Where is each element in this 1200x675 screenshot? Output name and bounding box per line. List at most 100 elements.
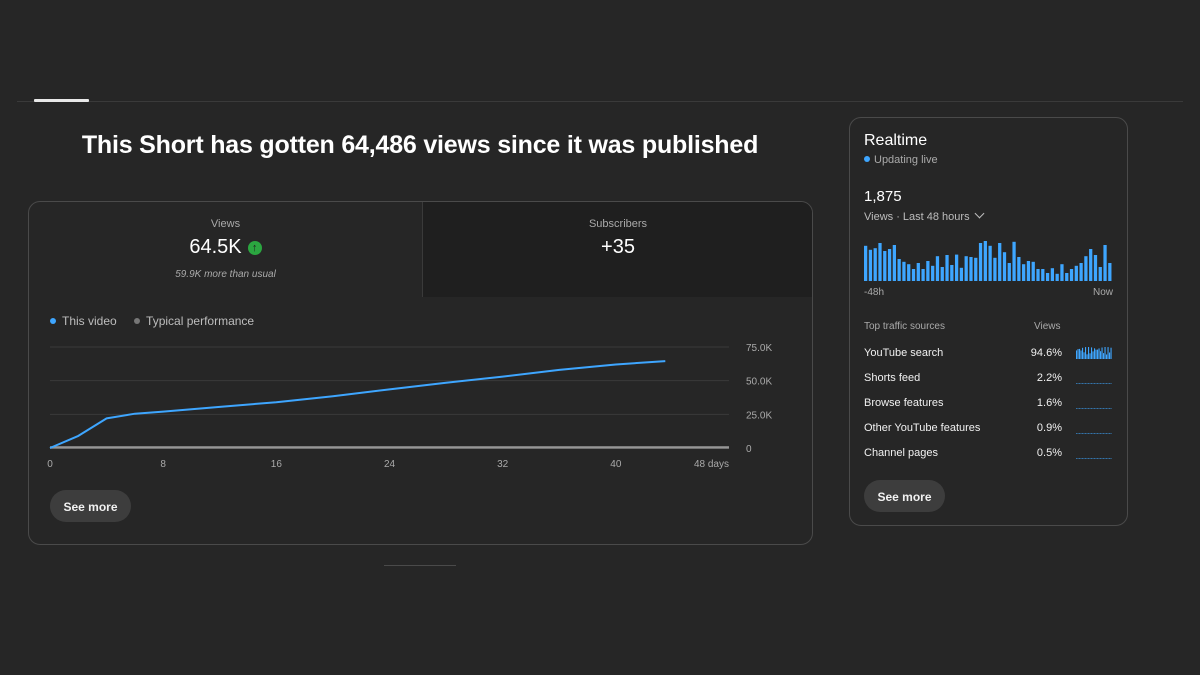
sparkline-bar bbox=[1089, 458, 1091, 459]
realtime-bar bbox=[988, 245, 992, 281]
realtime-bar bbox=[935, 256, 940, 281]
traffic-source-percent: 2.2% bbox=[1036, 372, 1062, 384]
realtime-bar bbox=[902, 261, 906, 281]
realtime-bar bbox=[998, 243, 1002, 281]
sparkline-bar bbox=[1100, 383, 1102, 384]
overview-card: Views 64.5K ↑ 59.9K more than usual Subsc… bbox=[28, 201, 813, 545]
sparkline-bar bbox=[1091, 433, 1093, 434]
traffic-source-name: YouTube search bbox=[864, 347, 944, 359]
sparkline-bar bbox=[1095, 383, 1097, 384]
sparkline-bar bbox=[1085, 347, 1087, 359]
sparkline-bar bbox=[1095, 433, 1097, 434]
realtime-title: Realtime bbox=[864, 132, 928, 149]
traffic-source-row: Browse features 1.6% bbox=[864, 395, 1114, 413]
sparkline-bar bbox=[1083, 458, 1085, 459]
sparkline-bar bbox=[1088, 458, 1090, 459]
traffic-sparkline bbox=[1076, 383, 1112, 384]
traffic-source-row: Other YouTube features 0.9% bbox=[864, 420, 1114, 438]
sparkline-bar bbox=[1083, 408, 1085, 409]
realtime-see-more-button[interactable]: See more bbox=[864, 480, 945, 512]
views-line-chart: 0 25.0K 50.0K 75.0K 0 8 16 24 32 40 48 days bbox=[47, 343, 772, 470]
sparkline-bar bbox=[1098, 433, 1100, 434]
realtime-bar bbox=[892, 245, 896, 281]
realtime-bar bbox=[1079, 263, 1083, 281]
subscribers-label: Subscribers bbox=[588, 218, 648, 230]
realtime-axis-end: Now bbox=[1092, 287, 1113, 298]
sparkline-bar bbox=[1089, 353, 1091, 359]
realtime-bar bbox=[887, 249, 892, 281]
sparkline-bar bbox=[1092, 351, 1094, 359]
realtime-bar bbox=[897, 259, 901, 281]
realtime-bar bbox=[868, 249, 873, 281]
see-more-button[interactable]: See more bbox=[50, 490, 131, 522]
sparkline-bar bbox=[1085, 408, 1087, 409]
x-tick-label: 40 bbox=[610, 459, 622, 470]
sparkline-bar bbox=[1079, 433, 1081, 434]
sparkline-bar bbox=[1103, 433, 1105, 434]
realtime-bar bbox=[1055, 273, 1059, 281]
traffic-sparkline bbox=[1076, 458, 1112, 459]
sparkline-bar bbox=[1082, 458, 1084, 459]
x-tick-label: 8 bbox=[160, 459, 166, 470]
sparkline-bar bbox=[1094, 348, 1096, 359]
sparkline-bar bbox=[1089, 383, 1091, 384]
realtime-bar bbox=[993, 257, 997, 281]
sparkline-bar bbox=[1110, 383, 1112, 384]
sparkline-bar bbox=[1098, 458, 1100, 459]
realtime-bar bbox=[945, 255, 949, 281]
tab-divider bbox=[17, 101, 1183, 102]
sparkline-bar bbox=[1095, 408, 1097, 409]
traffic-views-header: Views bbox=[1034, 321, 1061, 332]
sparkline-bar bbox=[1104, 433, 1106, 434]
views-metric-tab[interactable]: Views 64.5K ↑ 59.9K more than usual bbox=[29, 202, 422, 297]
period-dropdown[interactable]: Views · Last 48 hours bbox=[864, 208, 985, 223]
traffic-sources-header: Top traffic sources bbox=[864, 321, 945, 332]
realtime-bar bbox=[1093, 255, 1098, 281]
realtime-bar bbox=[1002, 252, 1007, 281]
legend-dot-icon bbox=[50, 318, 56, 324]
sparkline-bar bbox=[1101, 433, 1103, 434]
sparkline-bar bbox=[1097, 458, 1099, 459]
sparkline-bar bbox=[1085, 458, 1087, 459]
sparkline-bar bbox=[1100, 433, 1102, 434]
realtime-bar bbox=[907, 264, 911, 281]
realtime-bar bbox=[1089, 249, 1093, 281]
sparkline-bar bbox=[1082, 383, 1084, 384]
sparkline-bar bbox=[1076, 350, 1078, 359]
sparkline-bar bbox=[1076, 433, 1078, 434]
traffic-sparkline bbox=[1076, 408, 1112, 409]
sparkline-bar bbox=[1086, 383, 1088, 384]
sparkline-bar bbox=[1098, 348, 1100, 359]
sparkline-bar bbox=[1094, 408, 1096, 409]
realtime-bar bbox=[1060, 264, 1064, 281]
sparkline-bar bbox=[1092, 383, 1094, 384]
sparkline-bar bbox=[1109, 458, 1111, 459]
sparkline-bar bbox=[1094, 433, 1096, 434]
sparkline-bar bbox=[1092, 433, 1094, 434]
sparkline-bar bbox=[1077, 408, 1079, 409]
realtime-bar bbox=[1108, 263, 1112, 281]
sparkline-bar bbox=[1080, 350, 1082, 359]
sparkline-bar bbox=[1107, 347, 1109, 359]
page-headline: This Short has gotten 64,486 views since… bbox=[81, 131, 759, 159]
period-label: Views · Last 48 hours bbox=[864, 211, 970, 223]
sparkline-bar bbox=[1098, 383, 1100, 384]
subscribers-metric-tab[interactable]: Subscribers +35 bbox=[422, 202, 812, 297]
sparkline-bar bbox=[1101, 458, 1103, 459]
sparkline-bar bbox=[1107, 458, 1109, 459]
sparkline-bar bbox=[1106, 433, 1108, 434]
sparkline-bar bbox=[1089, 408, 1091, 409]
realtime-bar bbox=[974, 257, 978, 281]
realtime-bar bbox=[1050, 268, 1055, 281]
realtime-bar bbox=[1031, 261, 1035, 281]
sparkline-bar bbox=[1097, 383, 1099, 384]
x-tick-label: 48 days bbox=[694, 459, 729, 470]
realtime-bar bbox=[1007, 263, 1011, 281]
sparkline-bar bbox=[1085, 433, 1087, 434]
sparkline-bar bbox=[1101, 383, 1103, 384]
sparkline-bar bbox=[1077, 383, 1079, 384]
sparkline-bar bbox=[1079, 408, 1081, 409]
sparkline-bar bbox=[1080, 408, 1082, 409]
sparkline-bar bbox=[1083, 383, 1085, 384]
sparkline-bar bbox=[1083, 433, 1085, 434]
